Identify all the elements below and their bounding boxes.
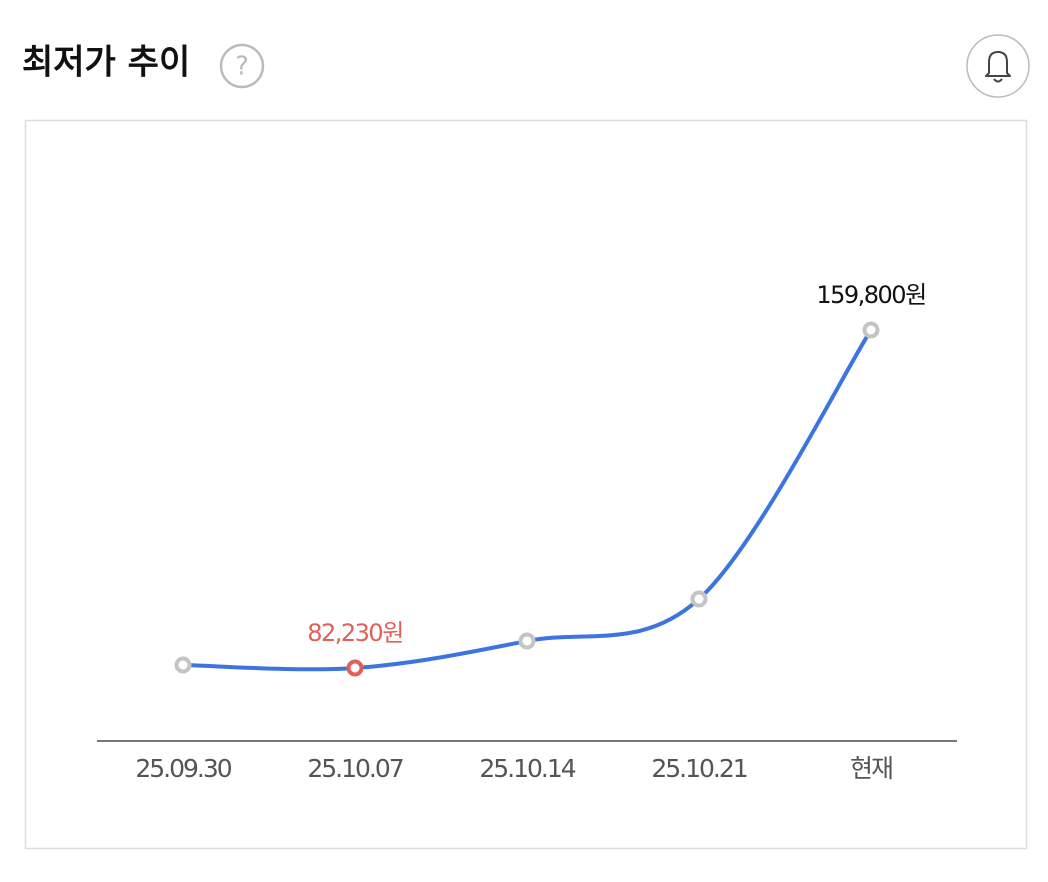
value-label: 159,800원 [816, 281, 925, 309]
price-point [518, 632, 536, 650]
price-line [182, 328, 873, 672]
x-tick-label: 25.10.21 [651, 754, 746, 783]
price-point [690, 590, 708, 608]
alert-button[interactable] [966, 34, 1030, 98]
x-tick-label: 25.10.07 [307, 754, 402, 783]
alert-circle[interactable] [966, 34, 1030, 98]
title: 최저가 추이 [22, 43, 190, 83]
price-point [346, 659, 364, 677]
help-circle[interactable] [219, 43, 265, 89]
bell-icon[interactable] [985, 51, 1011, 83]
help-glyph[interactable]: ? [235, 52, 249, 82]
x-tick-label: 현재 [850, 754, 892, 783]
price-point [862, 321, 880, 339]
chart-frame [24, 119, 1028, 850]
x-tick-label: 25.10.14 [479, 754, 575, 783]
help-icon[interactable]: ? [219, 43, 265, 89]
x-tick-label: 25.09.30 [135, 754, 231, 783]
price-point [174, 656, 192, 674]
value-label: 82,230원 [307, 619, 403, 647]
